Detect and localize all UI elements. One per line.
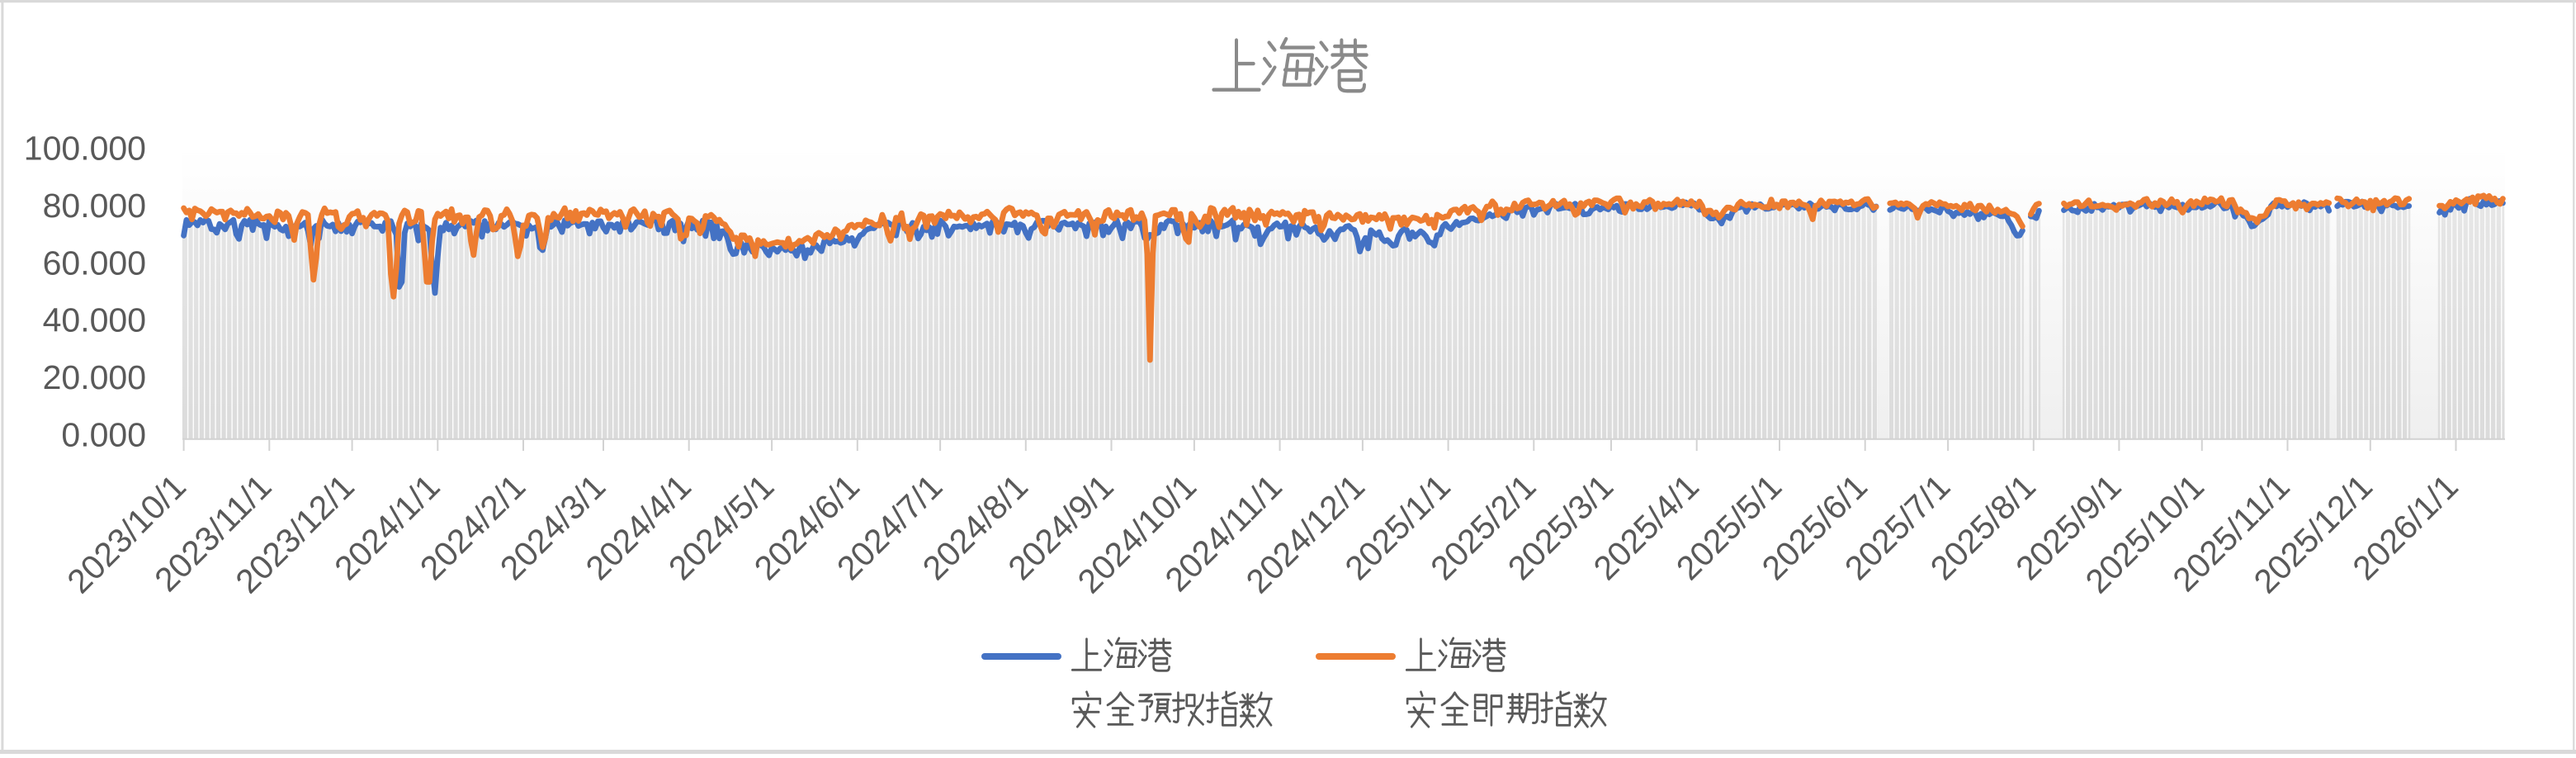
- svg-text:0.000: 0.000: [61, 416, 146, 454]
- svg-text:80.000: 80.000: [43, 187, 146, 225]
- svg-text:20.000: 20.000: [43, 358, 146, 396]
- svg-text:60.000: 60.000: [43, 244, 146, 282]
- svg-text:100.000: 100.000: [24, 130, 146, 168]
- svg-text:40.000: 40.000: [43, 301, 146, 339]
